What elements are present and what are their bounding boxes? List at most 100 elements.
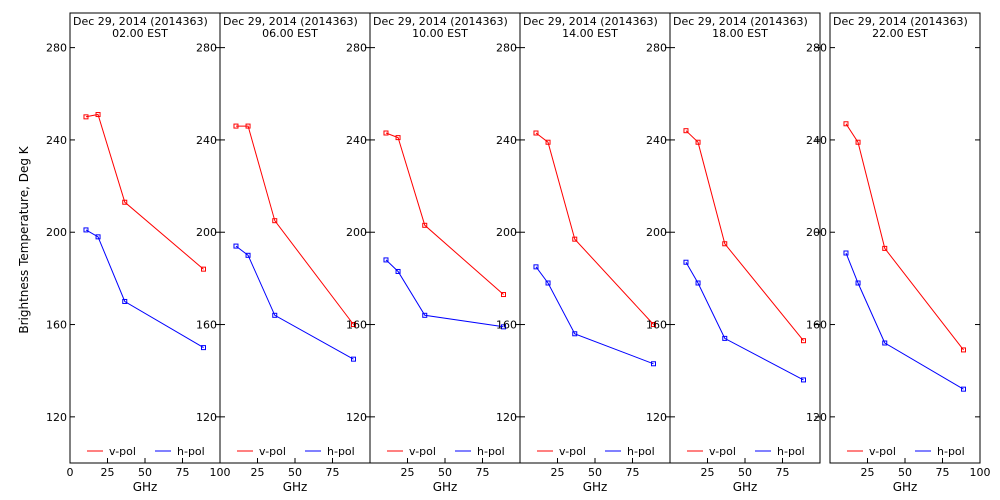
data-point-h-pol xyxy=(683,259,689,265)
y-tick-label: 120 xyxy=(346,411,367,424)
data-point-h-pol xyxy=(572,331,578,337)
data-point-v-pol xyxy=(882,245,888,251)
data-point-h-pol xyxy=(122,298,128,304)
panel-title-time: 10.00 EST xyxy=(412,27,468,40)
x-tick-label: 50 xyxy=(138,466,152,479)
data-point-h-pol xyxy=(201,345,206,351)
y-tick-label: 120 xyxy=(806,411,827,424)
x-tick-label: 50 xyxy=(738,466,752,479)
legend-label-h-pol: h-pol xyxy=(627,445,655,458)
series-line-h-pol xyxy=(845,252,964,390)
legend-label-h-pol: h-pol xyxy=(177,445,205,458)
series-line-h-pol xyxy=(385,259,504,328)
chart-panel: Dec 29, 2014 (2014363)10.00 EST 120 160 200… xyxy=(346,12,521,494)
panel-title-time: 14.00 EST xyxy=(562,27,618,40)
panel-title-time: 06.00 EST xyxy=(262,27,318,40)
legend-label-h-pol: h-pol xyxy=(937,445,965,458)
data-point-h-pol xyxy=(83,227,89,233)
data-point-h-pol xyxy=(422,312,428,318)
series-line-h-pol xyxy=(685,261,804,381)
chart-panel: Dec 29, 2014 (2014363)02.00 EST 120 160 200… xyxy=(46,12,231,494)
data-point-v-pol xyxy=(843,121,849,127)
data-point-h-pol xyxy=(272,312,278,318)
y-tick-label: 280 xyxy=(346,42,367,55)
x-tick-label: 50 xyxy=(898,466,912,479)
legend-label-h-pol: h-pol xyxy=(327,445,355,458)
x-axis-label: GHz xyxy=(583,480,608,494)
y-tick-label: 280 xyxy=(496,42,517,55)
panel-title-date: Dec 29, 2014 (2014363) xyxy=(373,15,508,28)
x-tick-label: 75 xyxy=(776,466,790,479)
y-tick-label: 120 xyxy=(496,411,517,424)
data-point-v-pol xyxy=(83,114,89,120)
chart-panel: Dec 29, 2014 (2014363)14.00 EST 120 160 200… xyxy=(496,12,671,494)
y-tick-label: 120 xyxy=(46,411,67,424)
data-point-v-pol xyxy=(651,322,656,328)
x-axis-label: GHz xyxy=(893,480,918,494)
data-point-h-pol xyxy=(351,356,356,362)
series-line-h-pol xyxy=(85,229,204,349)
chart-panel: Dec 29, 2014 (2014363)06.00 EST 120 160 200… xyxy=(196,12,371,494)
legend-label-v-pol: v-pol xyxy=(109,445,136,458)
data-point-v-pol xyxy=(545,139,551,145)
y-tick-label: 160 xyxy=(806,319,827,332)
y-tick-label: 200 xyxy=(646,226,667,239)
data-point-h-pol xyxy=(651,361,656,367)
y-tick-label: 200 xyxy=(496,226,517,239)
x-tick-label: 25 xyxy=(101,466,115,479)
x-tick-label: 0 xyxy=(67,466,74,479)
x-tick-label: 50 xyxy=(288,466,302,479)
series-line-v-pol xyxy=(85,113,204,270)
data-point-v-pol xyxy=(245,123,251,129)
y-tick-label: 280 xyxy=(646,42,667,55)
x-tick-label: 75 xyxy=(626,466,640,479)
y-tick-label: 120 xyxy=(646,411,667,424)
series-line-h-pol xyxy=(535,266,654,365)
chart-panel: Dec 29, 2014 (2014363)22.00 EST 120 160 200… xyxy=(806,12,991,494)
data-point-h-pol xyxy=(722,335,728,341)
series-line-v-pol xyxy=(385,132,504,295)
y-tick-label: 120 xyxy=(196,411,217,424)
panel-title-date: Dec 29, 2014 (2014363) xyxy=(73,15,208,28)
y-tick-label: 200 xyxy=(46,226,67,239)
legend-label-h-pol: h-pol xyxy=(777,445,805,458)
data-point-h-pol xyxy=(882,340,888,346)
y-tick-label: 240 xyxy=(346,134,367,147)
x-axis-label: GHz xyxy=(283,480,308,494)
panel-title-time: 22.00 EST xyxy=(872,27,928,40)
x-tick-label: 75 xyxy=(936,466,950,479)
data-point-v-pol xyxy=(201,266,206,272)
data-point-v-pol xyxy=(95,112,101,118)
series-line-v-pol xyxy=(535,132,654,325)
x-tick-label: 50 xyxy=(588,466,602,479)
data-point-h-pol xyxy=(855,280,861,286)
x-tick-label: 100 xyxy=(970,466,991,479)
y-tick-label: 280 xyxy=(806,42,827,55)
data-point-v-pol xyxy=(572,236,578,242)
x-tick-label: 25 xyxy=(861,466,875,479)
data-point-h-pol xyxy=(95,234,101,240)
data-point-v-pol xyxy=(395,135,401,141)
y-tick-label: 280 xyxy=(196,42,217,55)
data-point-v-pol xyxy=(233,123,239,129)
data-point-v-pol xyxy=(272,218,278,224)
data-point-v-pol xyxy=(855,139,861,145)
legend-label-v-pol: v-pol xyxy=(259,445,286,458)
data-point-h-pol xyxy=(395,268,401,274)
series-line-v-pol xyxy=(845,123,964,351)
y-tick-label: 240 xyxy=(46,134,67,147)
series-line-v-pol xyxy=(236,125,354,325)
x-axis-label: GHz xyxy=(433,480,458,494)
y-tick-label: 200 xyxy=(806,226,827,239)
data-point-h-pol xyxy=(545,280,551,286)
chart-panels: Dec 29, 2014 (2014363)02.00 EST120160200… xyxy=(46,12,991,494)
y-tick-label: 160 xyxy=(646,319,667,332)
x-tick-label: 75 xyxy=(476,466,490,479)
data-point-h-pol xyxy=(501,324,506,330)
data-point-h-pol xyxy=(843,250,849,256)
data-point-v-pol xyxy=(422,222,428,228)
x-axis-label: GHz xyxy=(733,480,758,494)
chart-panel: Dec 29, 2014 (2014363)18.00 EST 120 160 200… xyxy=(646,12,821,494)
data-point-v-pol xyxy=(683,128,689,134)
